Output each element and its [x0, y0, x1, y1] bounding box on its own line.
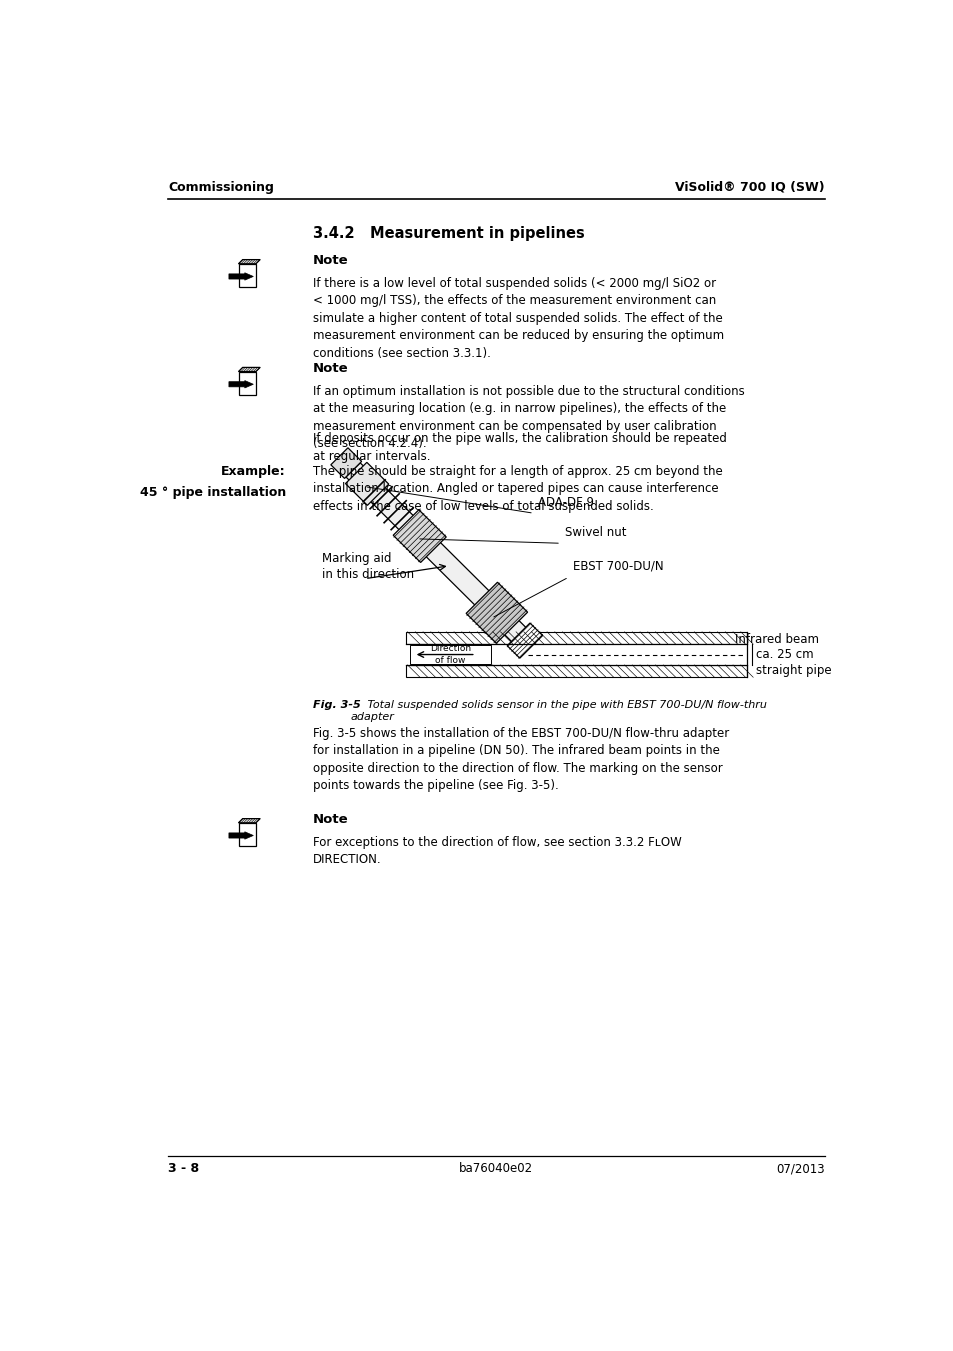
Polygon shape [345, 462, 389, 505]
Text: 3 - 8: 3 - 8 [168, 1162, 199, 1175]
Polygon shape [229, 273, 253, 280]
Text: If an optimum installation is not possible due to the structural conditions
at t: If an optimum installation is not possib… [313, 385, 744, 450]
Text: ba76040e02: ba76040e02 [458, 1162, 533, 1175]
Text: 45 ° pipe installation: 45 ° pipe installation [139, 485, 286, 499]
Polygon shape [238, 819, 260, 823]
Polygon shape [238, 367, 260, 372]
Text: ADA-DF 9: ADA-DF 9 [537, 496, 593, 509]
Polygon shape [238, 263, 255, 286]
FancyBboxPatch shape [406, 644, 746, 665]
Text: Note: Note [313, 813, 348, 825]
Text: Swivel nut: Swivel nut [564, 526, 626, 539]
Text: Commissioning: Commissioning [168, 181, 274, 193]
Text: If deposits occur on the pipe walls, the calibration should be repeated
at regul: If deposits occur on the pipe walls, the… [313, 432, 726, 463]
FancyBboxPatch shape [410, 644, 491, 665]
Text: ca. 25 cm
straight pipe: ca. 25 cm straight pipe [756, 648, 831, 677]
Text: The pipe should be straight for a length of approx. 25 cm beyond the
installatio: The pipe should be straight for a length… [313, 465, 722, 513]
Text: Infrared beam: Infrared beam [735, 632, 819, 646]
Text: Marking aid
in this direction: Marking aid in this direction [322, 551, 414, 581]
Polygon shape [229, 381, 253, 388]
Text: ViSolid® 700 IQ (SW): ViSolid® 700 IQ (SW) [674, 181, 823, 193]
Text: 07/2013: 07/2013 [775, 1162, 823, 1175]
Polygon shape [238, 372, 255, 394]
Text: Note: Note [313, 254, 348, 266]
Text: For exceptions to the direction of flow, see section 3.3.2 FʟOW
DIRECTION.: For exceptions to the direction of flow,… [313, 836, 681, 866]
Text: Fig. 3-5 shows the installation of the EBST 700-DU/N flow-thru adapter
for insta: Fig. 3-5 shows the installation of the E… [313, 727, 728, 792]
Text: If there is a low level of total suspended solids (< 2000 mg/l SiO2 or
< 1000 mg: If there is a low level of total suspend… [313, 277, 723, 359]
FancyBboxPatch shape [406, 665, 746, 677]
Text: Note: Note [313, 362, 348, 374]
Polygon shape [238, 823, 255, 846]
Polygon shape [393, 509, 446, 562]
Text: Fig. 3-5: Fig. 3-5 [313, 700, 360, 711]
Polygon shape [331, 447, 361, 478]
Polygon shape [229, 832, 253, 839]
Text: Direction
of flow: Direction of flow [430, 644, 471, 665]
Text: Example:: Example: [221, 465, 286, 478]
Polygon shape [346, 463, 535, 651]
FancyBboxPatch shape [406, 632, 746, 644]
Polygon shape [238, 259, 260, 263]
Polygon shape [507, 623, 542, 658]
Text: Total suspended solids sensor in the pipe with EBST 700-DU/N flow-thru
adapter: Total suspended solids sensor in the pip… [350, 700, 766, 721]
Polygon shape [466, 582, 527, 643]
Text: EBST 700-DU/N: EBST 700-DU/N [572, 559, 662, 573]
Text: 3.4.2   Measurement in pipelines: 3.4.2 Measurement in pipelines [313, 226, 584, 240]
